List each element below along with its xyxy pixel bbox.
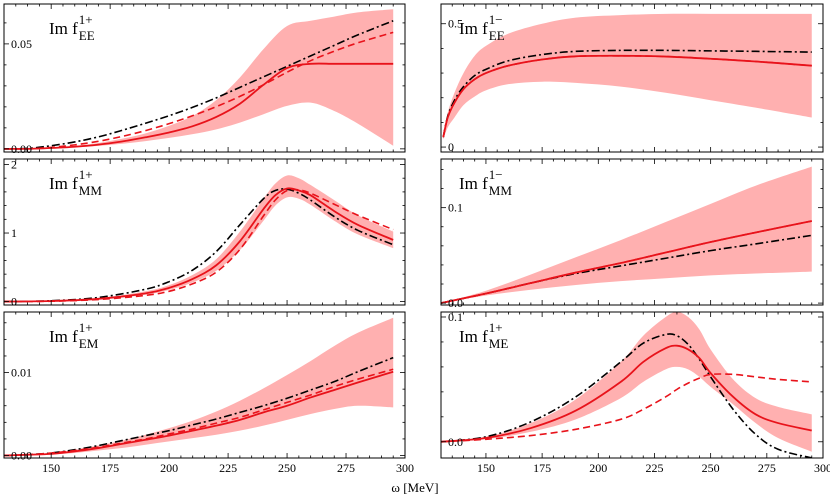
panel-label: Im f 1+EE [49,12,95,43]
panel-label: Im f 1+ME [459,320,508,351]
series-solid [4,62,394,150]
panel-label-main: Im f [49,19,78,38]
uncertainty-band [441,312,812,452]
plot-area [4,9,394,150]
series-solid [4,370,394,457]
plot-area [4,317,394,457]
panel-label-main: Im f [49,327,78,346]
uncertainty-band [441,166,812,304]
y-tick-label: 0.00 [11,449,32,463]
panel-label-sup: 1− [489,167,503,182]
panel-bottom-left: 150 175 200 225 250 275 300 0.00 0.01 Im f 1+EM [3,311,414,475]
x-tick-label: 275 [337,461,355,475]
panel-top-left: 0.00 0.05 Im f 1+EE [3,3,406,156]
x-tick-label: 225 [219,461,237,475]
x-tick-label: 300 [396,461,414,475]
plot-area [441,166,812,304]
x-tick-label: 175 [101,461,119,475]
x-tick-label: 225 [645,461,663,475]
x-tick-label: 275 [758,461,776,475]
panel-label-sub: EM [79,336,99,351]
series-dash-dot [442,49,812,138]
x-tick-label: 150 [42,461,60,475]
panel-label-sup: 1− [489,12,503,27]
y-tick-label: 0.1 [448,310,463,324]
series-dash-dot [441,333,812,458]
x-tick-label: 300 [814,461,830,475]
series-solid [441,344,812,443]
y-tick-label: 2 [11,157,17,171]
y-tick-label: 0.1 [448,201,463,215]
y-tick-label: 0.0 [448,296,463,310]
panel-label-sup: 1+ [79,167,93,182]
panel-label-main: Im f [459,174,488,193]
series-dashed [4,31,394,150]
panel-label-sup: 1+ [79,320,93,335]
series-dashed [4,188,394,303]
plot-area [441,312,812,458]
x-tick-label: 200 [589,461,607,475]
x-tick-label: 250 [278,461,296,475]
panel-label-main: Im f [49,174,78,193]
x-tick-label: 150 [477,461,495,475]
series-dash-dot [4,20,394,150]
series-dashed [4,368,394,457]
series-solid [4,187,394,303]
series-dash-dot [4,356,394,457]
y-tick-label: 0.00 [11,142,32,156]
series-solid [442,54,812,138]
x-tick-label: 250 [702,461,720,475]
panel-label-main: Im f [459,327,488,346]
series-dashed [441,373,812,443]
y-tick-label: 1 [11,226,17,240]
y-tick-label: 0 [11,295,17,309]
y-tick-label: 0.05 [11,37,32,51]
panel-label: Im f 1−EE [459,12,505,43]
x-tick-label: 175 [533,461,551,475]
x-tick-label: 200 [160,461,178,475]
uncertainty-band [4,175,394,302]
y-tick-label: 0.01 [11,366,32,380]
x-axis-label: ω [MeV] [391,480,438,495]
panel-label-sub: MM [79,183,103,198]
panel-label-sub: EE [79,28,95,43]
panel-label-sub: ME [489,336,509,351]
panel-label: Im f 1+MM [49,167,102,198]
uncertainty-band [4,317,394,456]
y-tick-label: 0 [448,140,454,154]
panel-label-sup: 1+ [489,320,503,335]
panel-middle-left: 0 1 2 Im f 1+MM [3,157,406,309]
panel-label-sup: 1+ [79,12,93,27]
panel-middle-right: 0.0 0.1 Im f 1−MM [440,158,824,310]
uncertainty-band [4,9,394,149]
series-dash-dot [4,188,394,303]
uncertainty-band [443,13,812,140]
y-tick-label: 0.5 [448,17,463,31]
panel-label: Im f 1−MM [459,167,512,198]
panel-top-right: 0 0.5Im f 1−EE [440,3,824,154]
plot-area [442,13,812,140]
y-tick-label: 0.0 [448,435,463,449]
panel-label-main: Im f [459,19,488,38]
panel-label-sub: MM [489,183,513,198]
series-solid [441,220,812,304]
panel-label-sub: EE [489,28,505,43]
plot-area [4,175,394,303]
panel-label: Im f 1+EM [49,320,99,351]
